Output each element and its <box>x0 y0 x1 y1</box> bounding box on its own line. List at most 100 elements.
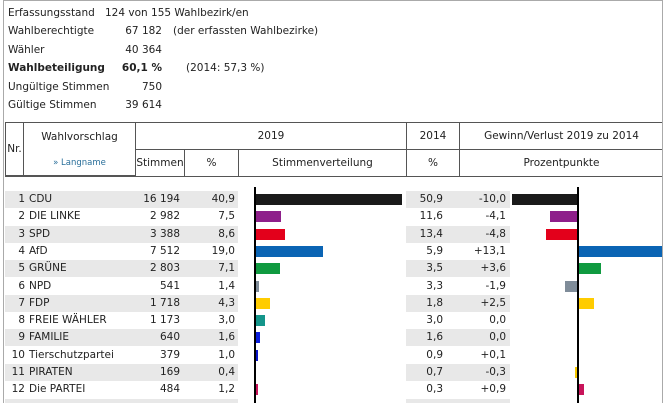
summary-value: 67 182 <box>125 25 162 38</box>
diff-points: -10,0 <box>459 191 510 208</box>
results-panel: Erfassungsstand 124 von 155 Wahlbezirk/en… <box>3 0 663 403</box>
summary-extra: (der erfassten Wahlbezirke) <box>173 25 319 38</box>
table-row: 12 Die PARTEI 484 1,2 0,3 +0,9 <box>5 381 662 398</box>
diff-points: 0,0 <box>459 329 510 347</box>
row-nr: 6 <box>18 279 25 292</box>
table-row: 10 Tierschutzpartei 379 1,0 0,9 +0,1 <box>5 347 662 364</box>
summary-label: Ungültige Stimmen <box>8 80 110 93</box>
votes: 3 388 <box>135 225 184 243</box>
party-name: AfD <box>29 244 48 257</box>
diff-bar <box>578 297 595 309</box>
header-prozentpunkte: Prozentpunkte <box>523 157 600 169</box>
votes: 7 512 <box>149 244 180 257</box>
vote-axis <box>254 187 256 403</box>
votes: 16 194 <box>135 191 184 208</box>
row-nr: 7 <box>5 294 25 312</box>
vote-share-bar <box>254 297 270 309</box>
diff-bar <box>550 211 577 223</box>
row-nr: 10 <box>11 348 25 361</box>
party-name: FREIE WÄHLER <box>29 314 107 327</box>
vote-share-bar <box>254 245 323 257</box>
table-row: 3 SPD 3 388 8,6 13,4 -4,8 <box>5 225 662 243</box>
header-wahlvorschlag: Wahlvorschlag » Langname <box>24 123 136 176</box>
party-name: SPD <box>25 225 135 243</box>
pct-2019: 40,9 <box>184 191 238 208</box>
pct-2014: 13,4 <box>406 225 459 243</box>
pct-2019: 1,0 <box>218 348 235 361</box>
summary-value: 750 <box>141 80 162 93</box>
langname-link[interactable]: » Langname <box>53 157 106 168</box>
votes: 541 <box>159 279 180 292</box>
header-2019: 2019 <box>136 123 407 150</box>
pct-2014: 5,9 <box>426 244 443 257</box>
table-row: 9 FAMILIE 640 1,6 1,6 0,0 <box>5 329 662 347</box>
diff-points: +0,1 <box>480 348 507 361</box>
pct-2019: 1,4 <box>218 279 235 292</box>
row-nr: 8 <box>18 314 25 327</box>
vote-share-bar <box>254 194 403 205</box>
summary-label: Wahlbeteiligung <box>8 62 105 75</box>
party-name: CDU <box>25 191 135 208</box>
pct-2019: 1,6 <box>184 329 238 347</box>
pct-2014: 0,9 <box>426 348 443 361</box>
row-nr: 1 <box>5 191 25 208</box>
pct-2019: 0,4 <box>184 364 238 381</box>
table-row: 4 AfD 7 512 19,0 5,9 +13,1 <box>5 243 662 260</box>
row-nr: 12 <box>11 383 25 396</box>
diff-points: -0,3 <box>459 364 510 381</box>
header-pct-2014: % <box>407 150 460 176</box>
header-stimmenverteilung: Stimmenverteilung <box>239 150 407 176</box>
pct-2014: 3,0 <box>426 314 443 327</box>
pct-2014: 0,7 <box>406 364 459 381</box>
row-nr: 2 <box>18 210 25 223</box>
pct-2014: 1,6 <box>406 329 459 347</box>
pct-2019: 4,3 <box>184 294 238 312</box>
diff-bar <box>512 194 577 205</box>
vote-share-bar <box>254 280 260 292</box>
diff-points: +3,6 <box>459 260 510 278</box>
party-name: PIRATEN <box>25 364 135 381</box>
table-row: 7 FDP 1 718 4,3 1,8 +2,5 <box>5 294 662 312</box>
table-row: 6 NPD 541 1,4 3,3 -1,9 <box>5 278 662 295</box>
vote-share-bar <box>254 384 259 396</box>
header-2014: 2014 <box>407 123 460 150</box>
party-name: NPD <box>29 279 52 292</box>
summary-value: 124 von 155 Wahlbezirk/en <box>105 7 249 19</box>
pct-2014: 0,3 <box>426 383 443 396</box>
diff-axis <box>577 187 579 403</box>
table-row: 11 PIRATEN 169 0,4 0,7 -0,3 <box>5 364 662 381</box>
pct-2019: 19,0 <box>211 244 235 257</box>
party-name: Die PARTEI <box>29 383 86 396</box>
header-gewinn-verlust: Gewinn/Verlust 2019 zu 2014 <box>460 123 662 150</box>
vote-share-bar <box>254 228 286 240</box>
pct-2019: 3,0 <box>218 314 235 327</box>
diff-bar <box>564 280 577 292</box>
summary-label: Wähler <box>8 43 45 56</box>
summary-value: 39 614 <box>125 99 162 111</box>
pct-2014: 3,5 <box>406 260 459 278</box>
vote-share-bar <box>254 263 280 275</box>
header-nr: Nr. <box>6 123 24 176</box>
summary-value: 60,1 % <box>121 62 162 75</box>
diff-points: 0,0 <box>489 314 506 327</box>
pct-2019: 1,2 <box>218 383 235 396</box>
pct-2014: 1,8 <box>406 294 459 312</box>
row-nr: 9 <box>5 329 25 347</box>
party-name: DIE LINKE <box>29 210 81 223</box>
vote-share-bar <box>254 332 260 344</box>
diff-bar <box>578 384 584 396</box>
votes: 379 <box>159 348 180 361</box>
diff-bar <box>578 245 662 257</box>
diff-points: -4,8 <box>459 225 510 243</box>
header-stimmen: Stimmen <box>136 150 185 176</box>
diff-points: -4,1 <box>485 210 507 223</box>
header-pct-2019: % <box>185 150 239 176</box>
vote-share-bar <box>254 315 265 327</box>
table-row: 1 CDU 16 194 40,9 50,9 -10,0 <box>5 191 662 208</box>
summary-value: 40 364 <box>125 43 162 56</box>
pct-2019: 7,5 <box>218 210 235 223</box>
header-wahlvorschlag-label: Wahlvorschlag <box>41 130 118 143</box>
table-row: 5 GRÜNE 2 803 7,1 3,5 +3,6 <box>5 260 662 278</box>
votes: 169 <box>135 364 184 381</box>
votes: 1 173 <box>149 314 180 327</box>
